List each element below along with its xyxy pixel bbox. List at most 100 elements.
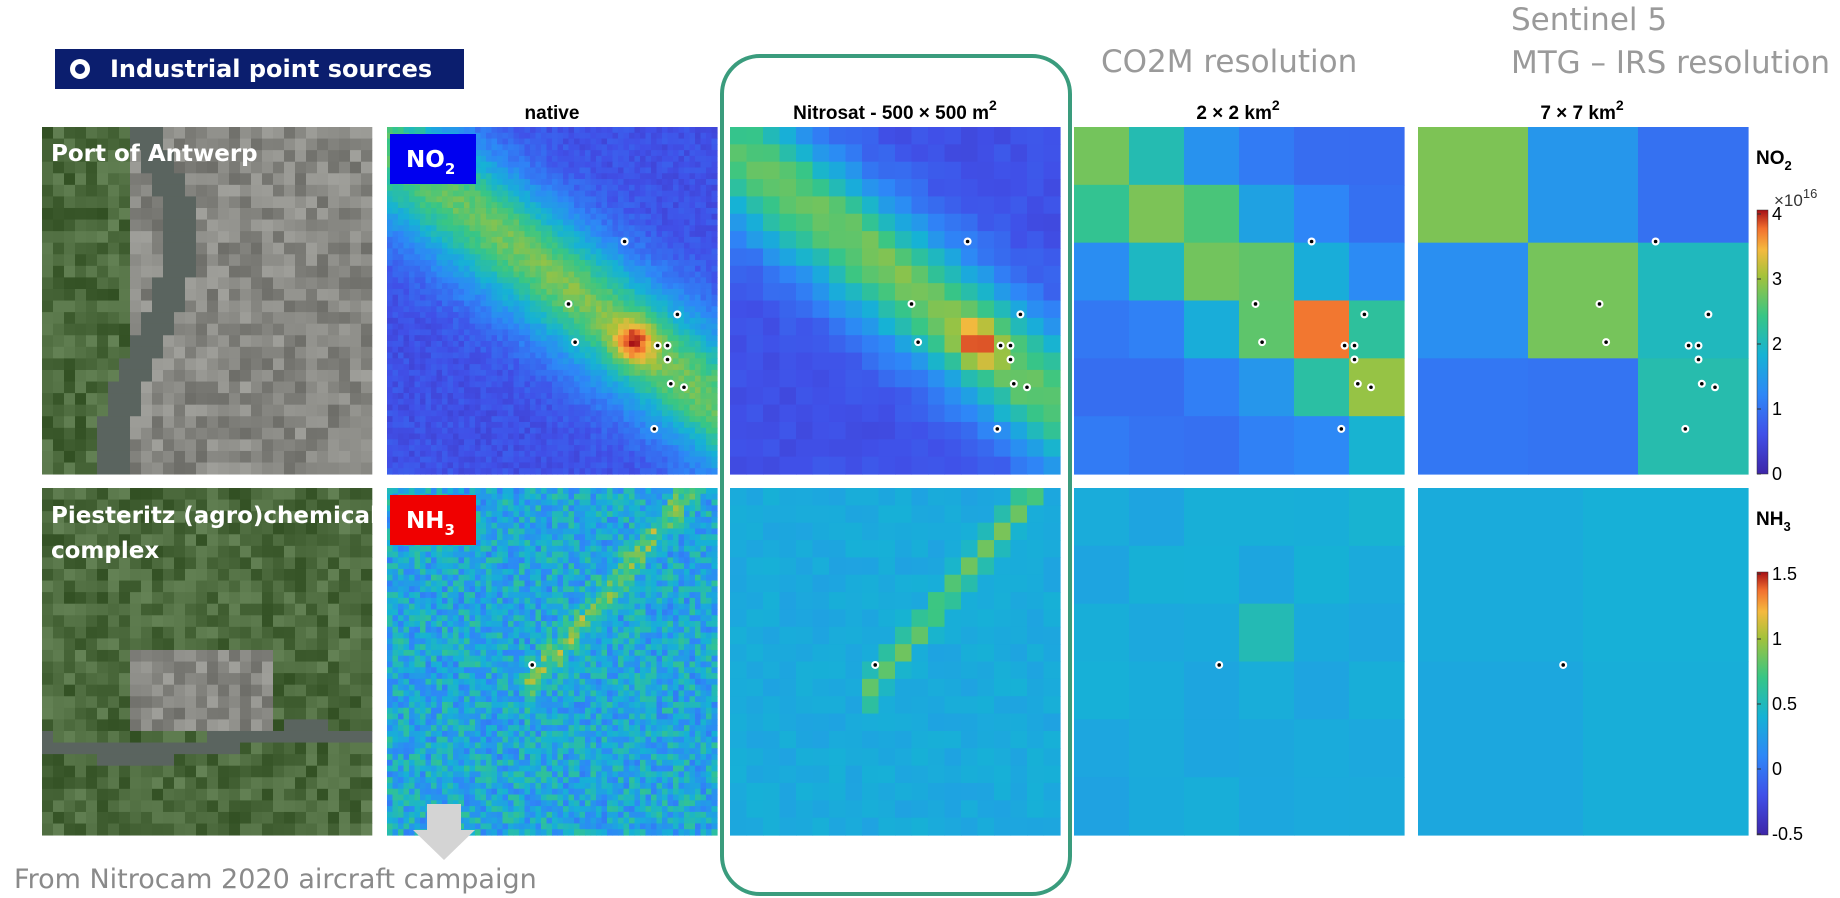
map-cell	[690, 185, 696, 191]
photo-tile	[273, 208, 284, 220]
map-cell	[519, 457, 525, 463]
map-cell	[486, 225, 492, 231]
map-cell	[602, 173, 608, 179]
map-cell	[503, 434, 509, 440]
map-cell	[684, 422, 690, 428]
map-cell	[574, 295, 580, 301]
photo-tile	[119, 382, 130, 394]
map-cell	[470, 306, 476, 312]
map-cell	[591, 272, 597, 278]
photo-tile	[339, 231, 350, 243]
map-cell	[525, 370, 531, 376]
map-cell	[730, 248, 747, 266]
map-cell	[646, 272, 652, 278]
map-cell	[481, 196, 487, 202]
photo-tile	[262, 266, 273, 278]
map-cell	[912, 144, 929, 162]
map-cell	[431, 220, 437, 226]
map-cell	[651, 289, 657, 295]
map-cell	[552, 196, 558, 202]
map-cell	[607, 376, 613, 382]
map-cell	[591, 445, 597, 451]
map-cell	[945, 127, 962, 145]
map-cell	[420, 468, 426, 474]
photo-tile	[119, 405, 130, 417]
map-cell	[994, 127, 1011, 145]
photo-tile	[174, 324, 185, 336]
map-cell	[585, 422, 591, 428]
photo-tile	[229, 439, 240, 451]
map-cell	[673, 318, 679, 324]
map-cell	[635, 399, 641, 405]
photo-tile	[141, 254, 152, 266]
map-cell	[536, 225, 542, 231]
photo-tile	[339, 451, 350, 463]
photo-tile	[284, 196, 295, 208]
map-cell	[629, 173, 635, 179]
map-cell	[585, 381, 591, 387]
map-cell	[404, 329, 410, 335]
map-cell	[547, 381, 553, 387]
map-cell	[813, 179, 830, 197]
map-cell	[558, 295, 564, 301]
map-cell	[393, 335, 399, 341]
map-cell	[563, 289, 569, 295]
map-cell	[684, 335, 690, 341]
map-cell	[536, 422, 542, 428]
map-cell	[701, 254, 707, 260]
map-cell	[409, 318, 415, 324]
map-cell	[492, 416, 498, 422]
map-cell	[618, 167, 624, 173]
map-cell	[613, 416, 619, 422]
map-cell	[657, 208, 663, 214]
map-cell	[651, 133, 657, 139]
map-cell	[420, 191, 426, 197]
map-cell	[486, 133, 492, 139]
map-cell	[640, 434, 646, 440]
map-cell	[492, 162, 498, 168]
photo-tile	[273, 243, 284, 255]
map-cell	[602, 254, 608, 260]
map-cell	[530, 162, 536, 168]
map-cell	[895, 162, 912, 180]
map-cell	[978, 248, 995, 266]
map-cell	[475, 237, 481, 243]
map-cell	[470, 439, 476, 445]
map-cell	[978, 457, 995, 475]
map-cell	[695, 225, 701, 231]
map-cell	[613, 434, 619, 440]
map-cell	[514, 410, 520, 416]
map-cell	[547, 462, 553, 468]
map-cell	[459, 387, 465, 393]
map-cell	[459, 266, 465, 272]
map-cell	[629, 179, 635, 185]
map-cell	[945, 179, 962, 197]
map-cell	[519, 243, 525, 249]
map-cell	[895, 457, 912, 475]
map-cell	[426, 272, 432, 278]
map-cell	[673, 173, 679, 179]
map-cell	[580, 139, 586, 145]
map-cell	[994, 283, 1011, 301]
map-cell	[492, 248, 498, 254]
map-cell	[508, 318, 514, 324]
photo-tile	[350, 220, 361, 232]
map-cell	[459, 277, 465, 283]
map-cell	[464, 266, 470, 272]
map-cell	[558, 451, 564, 457]
map-cell	[519, 179, 525, 185]
map-cell	[706, 462, 712, 468]
map-cell	[585, 150, 591, 156]
map-cell	[945, 144, 962, 162]
map-cell	[453, 283, 459, 289]
map-cell	[961, 457, 978, 475]
map-cell	[486, 462, 492, 468]
photo-tile	[229, 254, 240, 266]
source-dot-center	[1369, 385, 1373, 389]
photo-tile	[240, 405, 251, 417]
map-cell	[662, 434, 668, 440]
photo-tile	[86, 254, 97, 266]
photo-tile	[207, 173, 218, 185]
map-cell	[569, 283, 575, 289]
map-cell	[503, 225, 509, 231]
